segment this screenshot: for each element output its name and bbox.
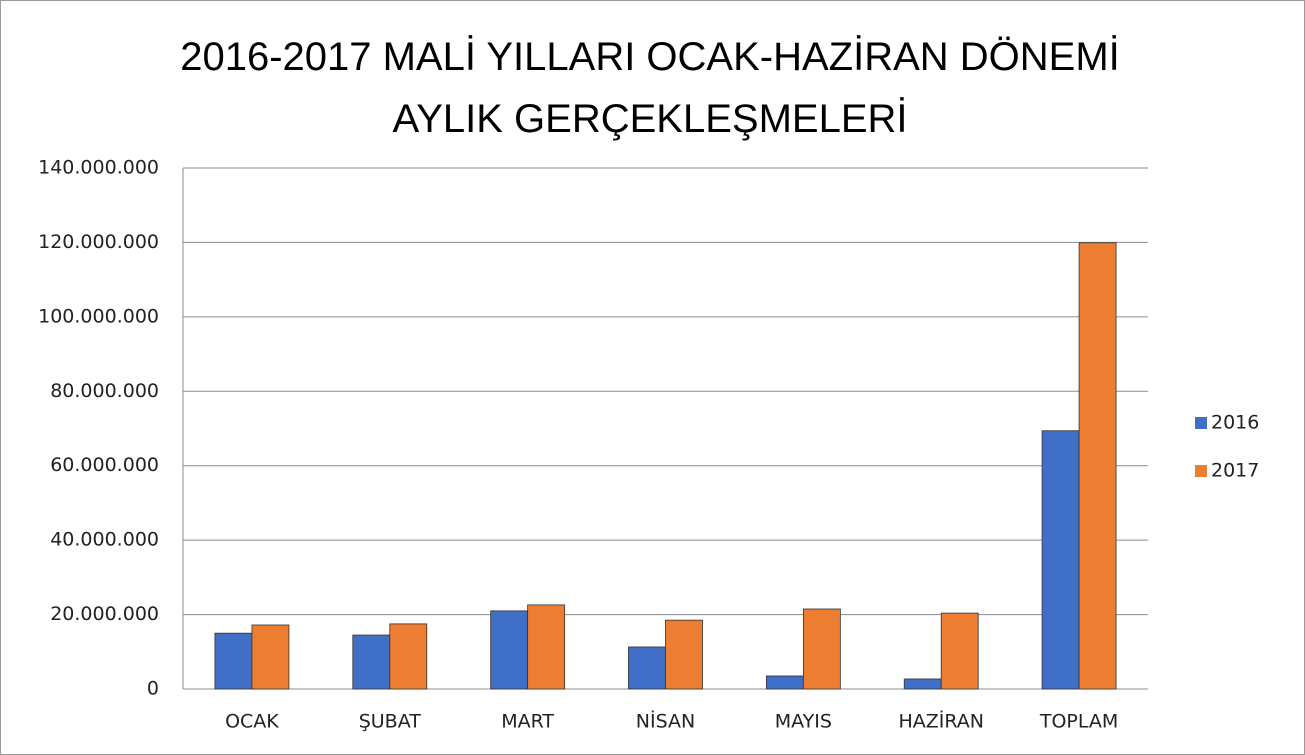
y-tick-label: 20.000.000 [50, 603, 159, 625]
bar [802, 608, 841, 690]
bar [490, 610, 529, 690]
x-tick-label: NİSAN [636, 710, 695, 733]
bar [765, 675, 804, 690]
y-tick-label: 140.000.000 [38, 157, 159, 179]
bar [251, 624, 290, 690]
y-tick-label: 100.000.000 [38, 305, 159, 327]
y-tick-label: 40.000.000 [50, 529, 159, 551]
bar [940, 612, 979, 690]
y-tick-label: 80.000.000 [50, 380, 159, 402]
x-tick-label: MAYIS [775, 711, 832, 733]
bar [389, 623, 428, 690]
bar [352, 634, 391, 690]
bar [665, 619, 703, 690]
y-tick-label: 0 [147, 678, 159, 700]
x-tick-label: HAZİRAN [898, 710, 984, 733]
bar [527, 604, 566, 690]
x-tick-label: OCAK [225, 711, 279, 733]
bar [214, 632, 253, 690]
legend-swatch [1195, 417, 1207, 429]
bar [1041, 430, 1080, 690]
chart-title: 2016-2017 MALİ YILLARI OCAK-HAZİRAN DÖNE… [180, 35, 1120, 141]
bar [628, 646, 666, 690]
x-tick-label: ŞUBAT [359, 711, 422, 733]
legend-swatch [1195, 465, 1207, 477]
x-tick-label: MART [501, 711, 554, 733]
bar [1078, 242, 1117, 690]
y-tick-label: 60.000.000 [50, 454, 159, 476]
bar [903, 678, 942, 690]
legend-label: 2016 [1211, 412, 1259, 434]
legend-label: 2017 [1211, 460, 1259, 482]
x-tick-label: TOPLAM [1039, 711, 1118, 733]
y-tick-label: 120.000.000 [38, 231, 159, 253]
